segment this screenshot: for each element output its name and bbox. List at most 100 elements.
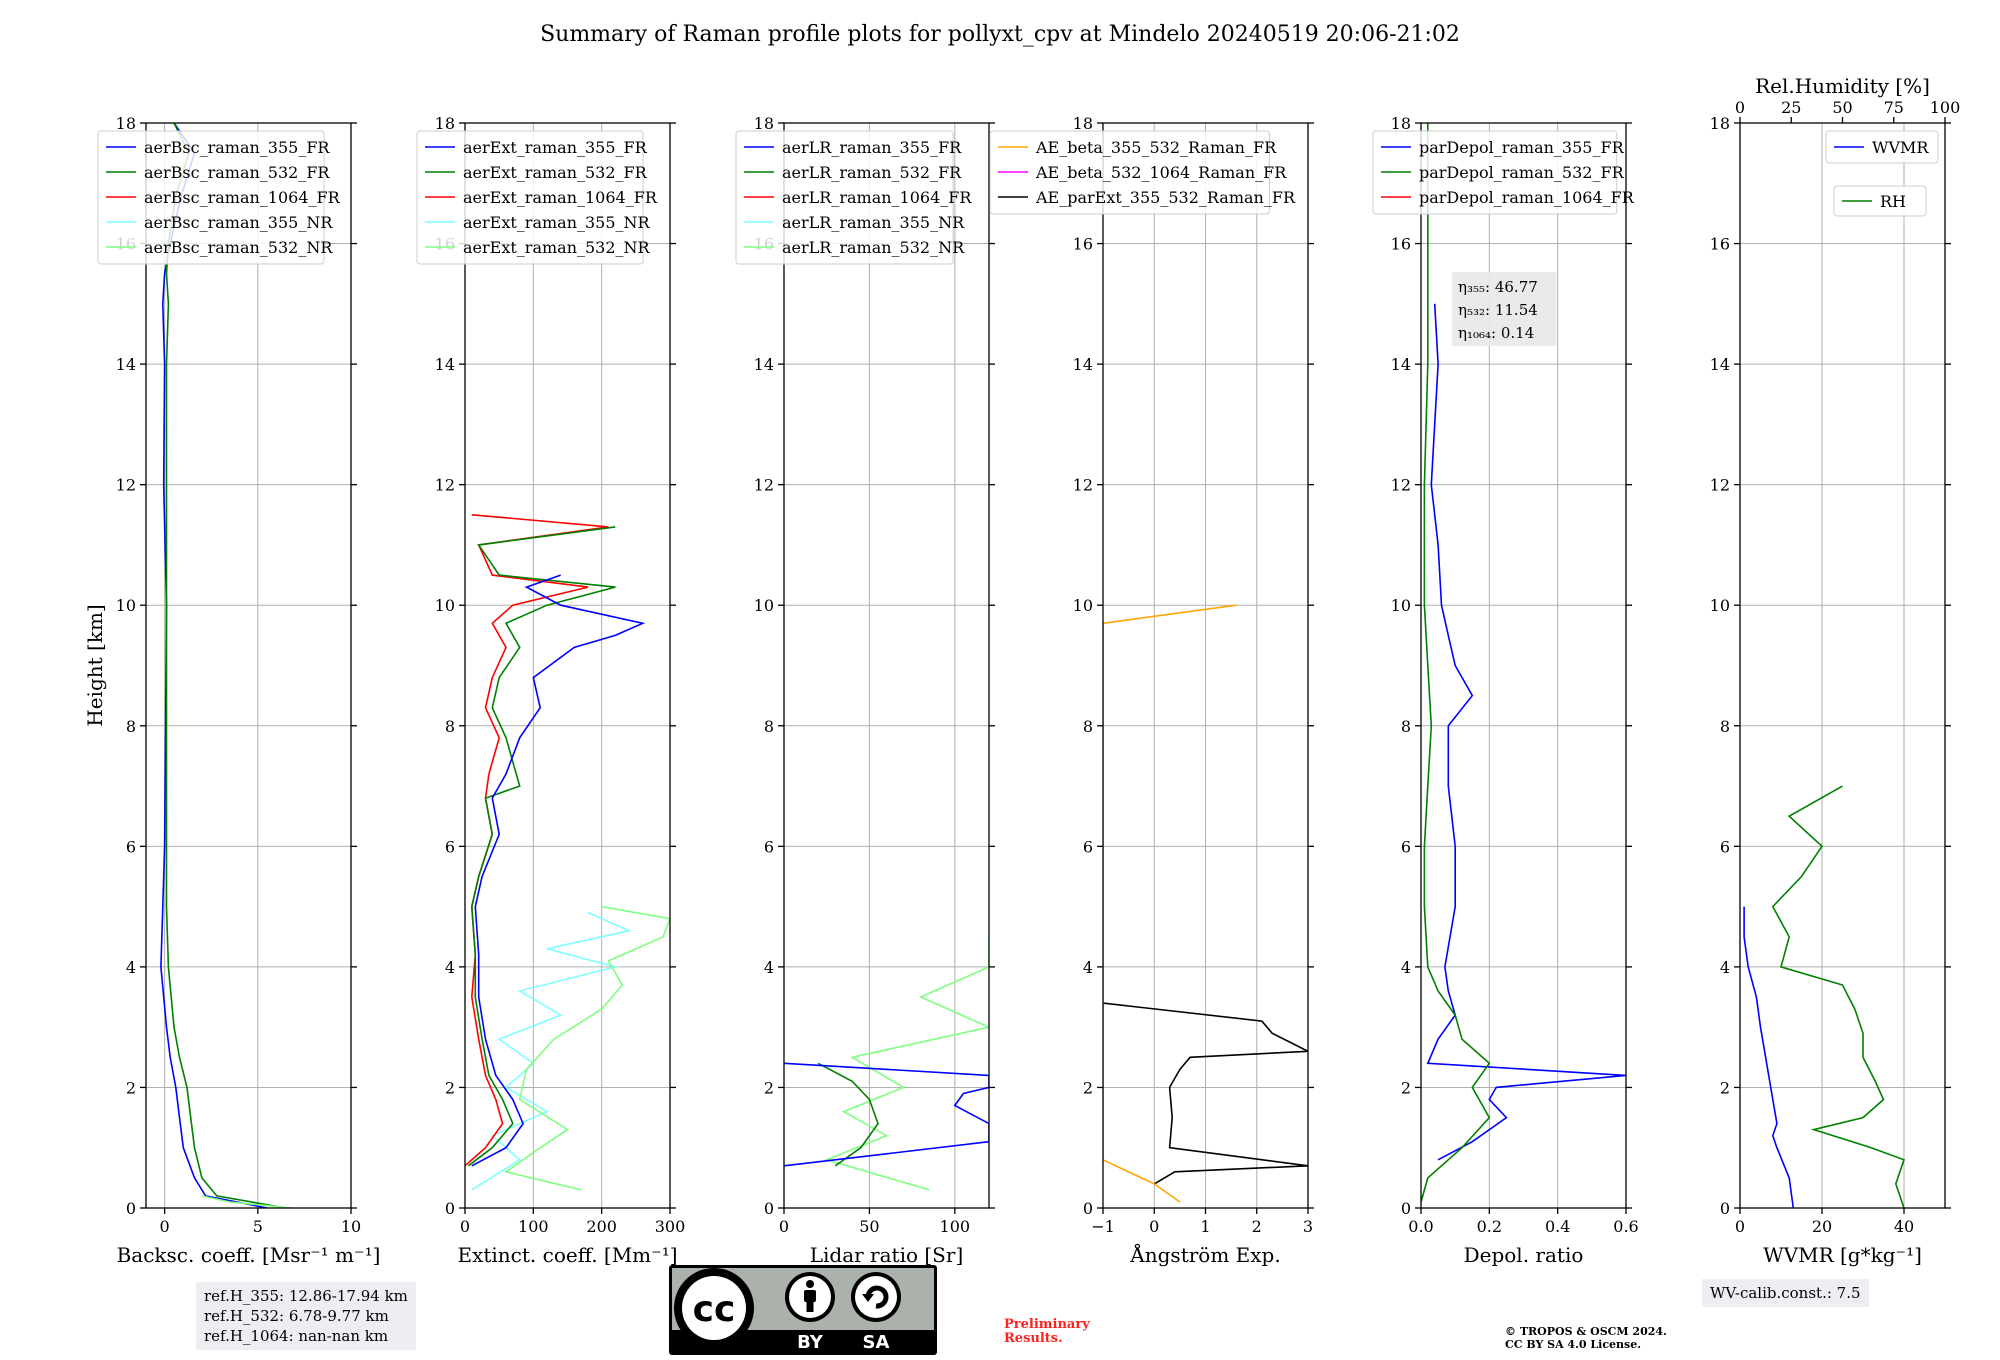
attribution-icon <box>785 1272 835 1322</box>
depol-annotation: η₃₅₅: 46.77 η₅₃₂: 11.54 η₁₀₆₄: 0.14 <box>1452 272 1556 346</box>
series-line-aerExt_raman_532_FR <box>467 526 616 1167</box>
legend-label: aerLR_raman_1064_FR <box>782 188 972 207</box>
y-tick-label: 10 <box>1073 596 1093 615</box>
annotation-box <box>1452 272 1556 346</box>
y-tick-label: 2 <box>764 1078 774 1097</box>
x-axis-label: Extinct. coeff. [Mm⁻¹] <box>457 1243 677 1267</box>
x-tick-label: −1 <box>1091 1217 1115 1236</box>
preliminary-note: Preliminary Results. <box>1004 1318 1090 1346</box>
y-tick-label: 16 <box>1710 235 1730 254</box>
y-tick-label: 6 <box>1401 837 1411 856</box>
y-tick-label: 18 <box>1391 114 1411 133</box>
legend-label: aerBsc_raman_1064_FR <box>144 188 341 207</box>
series-line-aerExt_raman_1064_FR <box>465 514 609 1167</box>
y-tick-label: 10 <box>116 596 136 615</box>
y-tick-label: 10 <box>435 596 455 615</box>
annotation-text: η₃₅₅: 46.77 <box>1458 278 1538 296</box>
legend-label: aerLR_raman_532_NR <box>782 238 965 257</box>
y-tick-label: 10 <box>1710 596 1730 615</box>
x-tick-label: 2 <box>1252 1217 1262 1236</box>
legend-label: aerBsc_raman_532_FR <box>144 163 330 182</box>
axes-frame <box>1420 122 1627 1209</box>
x-tick-label: 3 <box>1303 1217 1313 1236</box>
x-axis-label: Backsc. coeff. [Msr⁻¹ m⁻¹] <box>117 1243 381 1267</box>
legend-label: aerBsc_raman_532_NR <box>144 238 333 257</box>
series-group <box>160 123 292 1208</box>
x-tick-label: 100 <box>518 1217 549 1236</box>
y-tick-label: 2 <box>1083 1078 1093 1097</box>
top-x-tick-label: 0 <box>1735 98 1745 117</box>
y-tick-label: 16 <box>1391 235 1411 254</box>
y-tick-label: 14 <box>1073 355 1093 374</box>
y-tick-label: 12 <box>1710 476 1730 495</box>
top-x-axis-label: Rel.Humidity [%] <box>1755 74 1930 98</box>
y-tick-label: 12 <box>1391 476 1411 495</box>
ref-height-1064: ref.H_1064: nan-nan km <box>204 1327 389 1345</box>
y-tick-label: 0 <box>1720 1199 1730 1218</box>
preliminary-line-2: Results. <box>1004 1331 1063 1346</box>
series-line-parDepol_raman_355_FR <box>1426 303 1626 1161</box>
legend-label: aerBsc_raman_355_NR <box>144 213 333 232</box>
x-tick-label: 0.6 <box>1613 1217 1638 1236</box>
x-tick-label: 100 <box>940 1217 971 1236</box>
x-tick-label: 200 <box>586 1217 617 1236</box>
legend-label: aerLR_raman_355_NR <box>782 213 965 232</box>
cc-license-badge: cc BY SA <box>669 1265 937 1355</box>
legend-label: parDepol_raman_355_FR <box>1419 138 1625 157</box>
x-tick-label: 0.2 <box>1477 1217 1502 1236</box>
axes-frame <box>1739 122 1946 1209</box>
y-tick-label: 14 <box>116 355 136 374</box>
annotation-text: η₅₃₂: 11.54 <box>1458 301 1538 319</box>
y-tick-label: 14 <box>435 355 455 374</box>
y-tick-label: 12 <box>1073 476 1093 495</box>
y-tick-label: 12 <box>754 476 774 495</box>
y-tick-label: 0 <box>126 1199 136 1218</box>
series-group <box>465 514 670 1191</box>
x-axis-label: Depol. ratio <box>1464 1243 1584 1267</box>
license-sa-label: SA <box>863 1332 890 1353</box>
y-tick-label: 8 <box>764 717 774 736</box>
series-line-aerLR_raman_532_FR <box>817 1062 879 1167</box>
legend-label: AE_beta_532_1064_Raman_FR <box>1035 163 1287 182</box>
top-x-tick-label: 75 <box>1884 98 1904 117</box>
x-tick-label: 5 <box>253 1217 263 1236</box>
legend-label: aerBsc_raman_355_FR <box>144 138 330 157</box>
panel-wvmr: 0 2 4 6 8 10 12 14 16 18 0 20 40 WVMR [g*kg⁻¹] 0 25 50 75… <box>1710 74 1961 1267</box>
series-line-aerLR_raman_355_FR <box>784 1062 989 1167</box>
series-group <box>1103 604 1308 1203</box>
x-tick-label: 10 <box>341 1217 361 1236</box>
y-tick-label: 0 <box>445 1199 455 1218</box>
series-group <box>784 936 989 1191</box>
axes-frame <box>145 122 352 1209</box>
x-tick-label: 0 <box>1149 1217 1159 1236</box>
y-tick-label: 2 <box>1720 1078 1730 1097</box>
series-line-aerExt_raman_532_NR <box>504 905 670 1191</box>
y-tick-label: 4 <box>1720 958 1730 977</box>
y-tick-label: 4 <box>1083 958 1093 977</box>
y-tick-label: 12 <box>116 476 136 495</box>
copyright-line-2: CC BY SA 4.0 License. <box>1505 1338 1642 1351</box>
x-tick-label: 0 <box>460 1217 470 1236</box>
ref-height-532: ref.H_532: 6.78-9.77 km <box>204 1307 389 1325</box>
y-tick-label: 14 <box>754 355 774 374</box>
series-line-AE_beta_355_532_Raman_FR <box>1103 604 1237 1203</box>
y-tick-label: 2 <box>1401 1078 1411 1097</box>
x-tick-label: 0.0 <box>1408 1217 1433 1236</box>
legend: aerLR_raman_355_FR aerLR_raman_532_FR aerL… <box>735 130 972 265</box>
legend-box <box>1825 130 1939 164</box>
legend: aerBsc_raman_355_FR aerBsc_raman_532_FRae… <box>97 130 341 265</box>
top-x-tick-label: 100 <box>1930 98 1961 117</box>
x-tick-label: 50 <box>859 1217 879 1236</box>
legend-box <box>735 130 954 265</box>
series-line-aerExt_raman_355_FR <box>471 574 646 1167</box>
y-tick-label: 18 <box>1710 114 1730 133</box>
x-tick-label: 0 <box>779 1217 789 1236</box>
y-tick-label: 18 <box>116 114 136 133</box>
panel-backscatter: 0246810121416180510Backsc. coeff. [Msr⁻¹… <box>83 114 380 1267</box>
x-tick-label: 0.4 <box>1545 1217 1570 1236</box>
preliminary-line-1: Preliminary <box>1004 1317 1090 1332</box>
y-tick-label: 8 <box>1720 717 1730 736</box>
y-tick-label: 0 <box>1083 1199 1093 1218</box>
